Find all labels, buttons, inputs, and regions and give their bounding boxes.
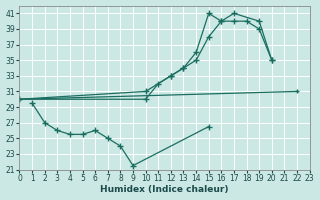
X-axis label: Humidex (Indice chaleur): Humidex (Indice chaleur)	[100, 185, 229, 194]
